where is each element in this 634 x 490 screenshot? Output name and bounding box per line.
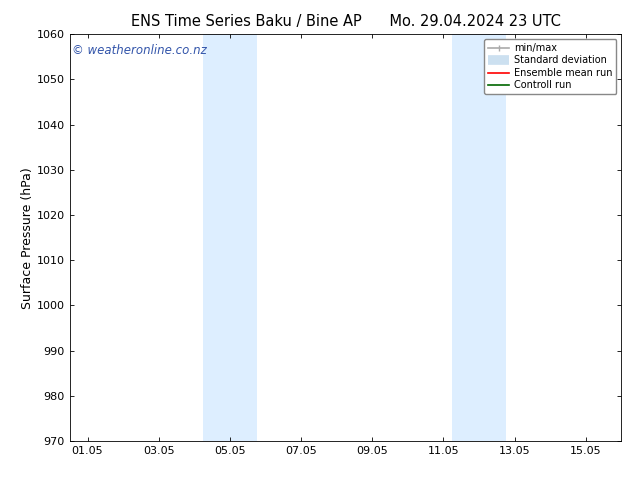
Bar xyxy=(452,34,506,441)
Text: © weatheronline.co.nz: © weatheronline.co.nz xyxy=(72,45,207,57)
Bar xyxy=(203,34,257,441)
Y-axis label: Surface Pressure (hPa): Surface Pressure (hPa) xyxy=(21,167,34,309)
Title: ENS Time Series Baku / Bine AP      Mo. 29.04.2024 23 UTC: ENS Time Series Baku / Bine AP Mo. 29.04… xyxy=(131,14,560,29)
Legend: min/max, Standard deviation, Ensemble mean run, Controll run: min/max, Standard deviation, Ensemble me… xyxy=(484,39,616,94)
